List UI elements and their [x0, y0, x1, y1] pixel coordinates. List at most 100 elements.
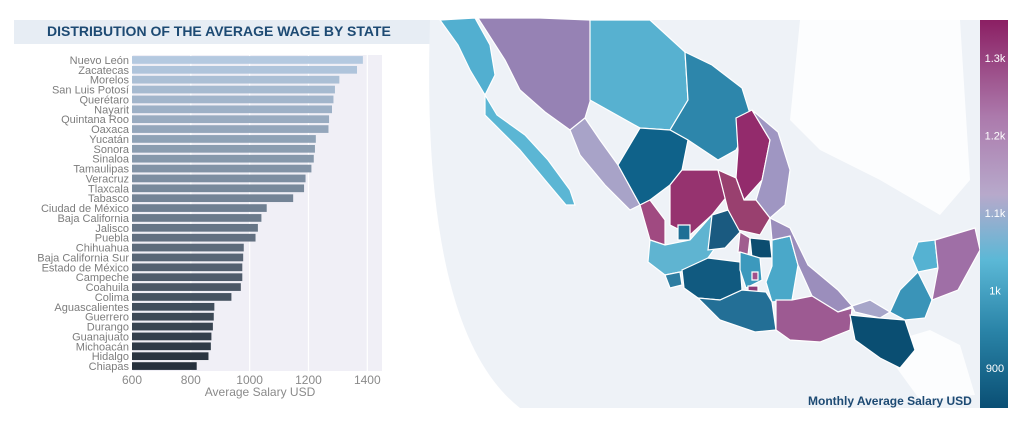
bar-24: [132, 293, 232, 301]
bar-27: [132, 322, 213, 331]
x-axis-label: Average Salary USD: [205, 385, 316, 399]
category-label: Morelos: [90, 75, 130, 87]
category-label: Sonora: [94, 144, 130, 156]
colorbar-tick-label: 1.3k: [985, 53, 1006, 65]
bar-28: [132, 332, 212, 341]
bar-26: [132, 312, 214, 321]
category-label: Quintana Roo: [61, 114, 129, 126]
category-label: Michoacán: [76, 341, 129, 353]
bar-17: [132, 223, 258, 232]
category-label: Zacatecas: [78, 65, 129, 77]
bar-23: [132, 283, 241, 291]
bar-2: [132, 75, 340, 84]
chart-title: DISTRIBUTION OF THE AVERAGE WAGE BY STAT…: [47, 23, 391, 39]
state-chiapas: [849, 314, 916, 369]
bar-11: [132, 164, 312, 173]
category-label: Veracruz: [86, 173, 129, 185]
bar-30: [132, 352, 209, 361]
state-coahuila: [669, 51, 753, 161]
bar-15: [132, 204, 267, 212]
bar-19: [132, 243, 244, 252]
state-guerrero: [696, 289, 777, 333]
bar-8: [132, 135, 316, 143]
category-label: San Luis Potosí: [52, 85, 129, 97]
colorbar-gradient: [980, 20, 1008, 408]
x-tick-labels: 600 800 1000 1200 1400: [122, 373, 381, 387]
bar-14: [132, 194, 294, 203]
category-label: Puebla: [95, 233, 130, 245]
category-label: Guanajuato: [72, 331, 129, 343]
bar-18: [132, 233, 256, 242]
bar-31: [132, 362, 197, 370]
bar-13: [132, 184, 305, 193]
category-label: Hidalgo: [92, 351, 129, 363]
category-label: Colima: [95, 292, 130, 304]
colorbar-tick-label: 1.2k: [985, 131, 1006, 143]
category-label: Sinaloa: [92, 154, 130, 166]
x-tick-label: 1400: [354, 373, 381, 387]
state-nayarit: [639, 199, 666, 246]
category-label: Tamaulipas: [73, 164, 129, 176]
colorbar: 1.3k 1.2k 1.1k 1k 900: [980, 20, 1008, 408]
bar-6: [132, 115, 330, 124]
bar-29: [132, 342, 211, 351]
state-quintana-roo: [931, 227, 981, 301]
map-title: Monthly Average Salary USD: [808, 394, 972, 408]
state-zacatecas: [669, 169, 729, 236]
category-label: Nuevo León: [70, 55, 129, 67]
category-label: Tlaxcala: [88, 183, 130, 195]
category-label: Aguascalientes: [54, 302, 129, 314]
state-aguascalientes: [677, 224, 691, 241]
colorbar-ticks: 1.3k 1.2k 1.1k 1k 900: [985, 53, 1006, 375]
category-label: Nayarit: [94, 104, 129, 116]
bar-21: [132, 263, 243, 272]
bar-16: [132, 214, 262, 222]
bar-3: [132, 85, 335, 94]
category-label: Coahuila: [86, 282, 130, 294]
colorbar-tick-label: 900: [986, 363, 1004, 375]
x-tick-label: 1200: [295, 373, 322, 387]
bar-4: [132, 95, 334, 104]
colorbar-tick-label: 1.1k: [985, 208, 1006, 220]
x-tick-label: 600: [122, 373, 142, 387]
x-tick-label: 800: [181, 373, 201, 387]
category-label: Chihuahua: [76, 243, 130, 255]
bars: [132, 56, 363, 370]
x-tick-label: 1000: [236, 373, 263, 387]
bar-22: [132, 273, 243, 282]
category-label: Campeche: [76, 272, 129, 284]
bar-12: [132, 174, 306, 183]
category-label: Tabasco: [88, 193, 129, 205]
bar-7: [132, 125, 329, 133]
bar-10: [132, 154, 314, 163]
bar-9: [132, 144, 315, 153]
state-guanajuato: [707, 209, 741, 251]
state-tabasco: [851, 299, 892, 319]
category-label: Baja California Sur: [37, 252, 129, 264]
mexico-states: [438, 17, 981, 369]
bar-1: [132, 65, 357, 74]
category-label: Chiapas: [89, 361, 130, 373]
category-label: Ciudad de México: [41, 203, 129, 215]
category-label: Jalisco: [95, 223, 129, 235]
state-baja-california-sur: [484, 92, 576, 206]
category-label: Durango: [87, 322, 129, 334]
bar-5: [132, 105, 332, 114]
state-yucatan: [911, 239, 939, 273]
bar-25: [132, 302, 215, 311]
bar-0: [132, 56, 363, 64]
state-colima: [664, 271, 683, 289]
title-band: [14, 20, 434, 44]
bar-20: [132, 253, 244, 262]
state-cdmx: [751, 271, 759, 281]
category-label: Yucatán: [89, 134, 129, 146]
category-label: Guerrero: [85, 312, 129, 324]
category-label: Baja California: [57, 213, 129, 225]
category-label: Estado de México: [42, 262, 129, 274]
colorbar-tick-label: 1k: [989, 286, 1001, 298]
map-area: [429, 17, 1000, 408]
category-label: Oaxaca: [91, 124, 130, 136]
